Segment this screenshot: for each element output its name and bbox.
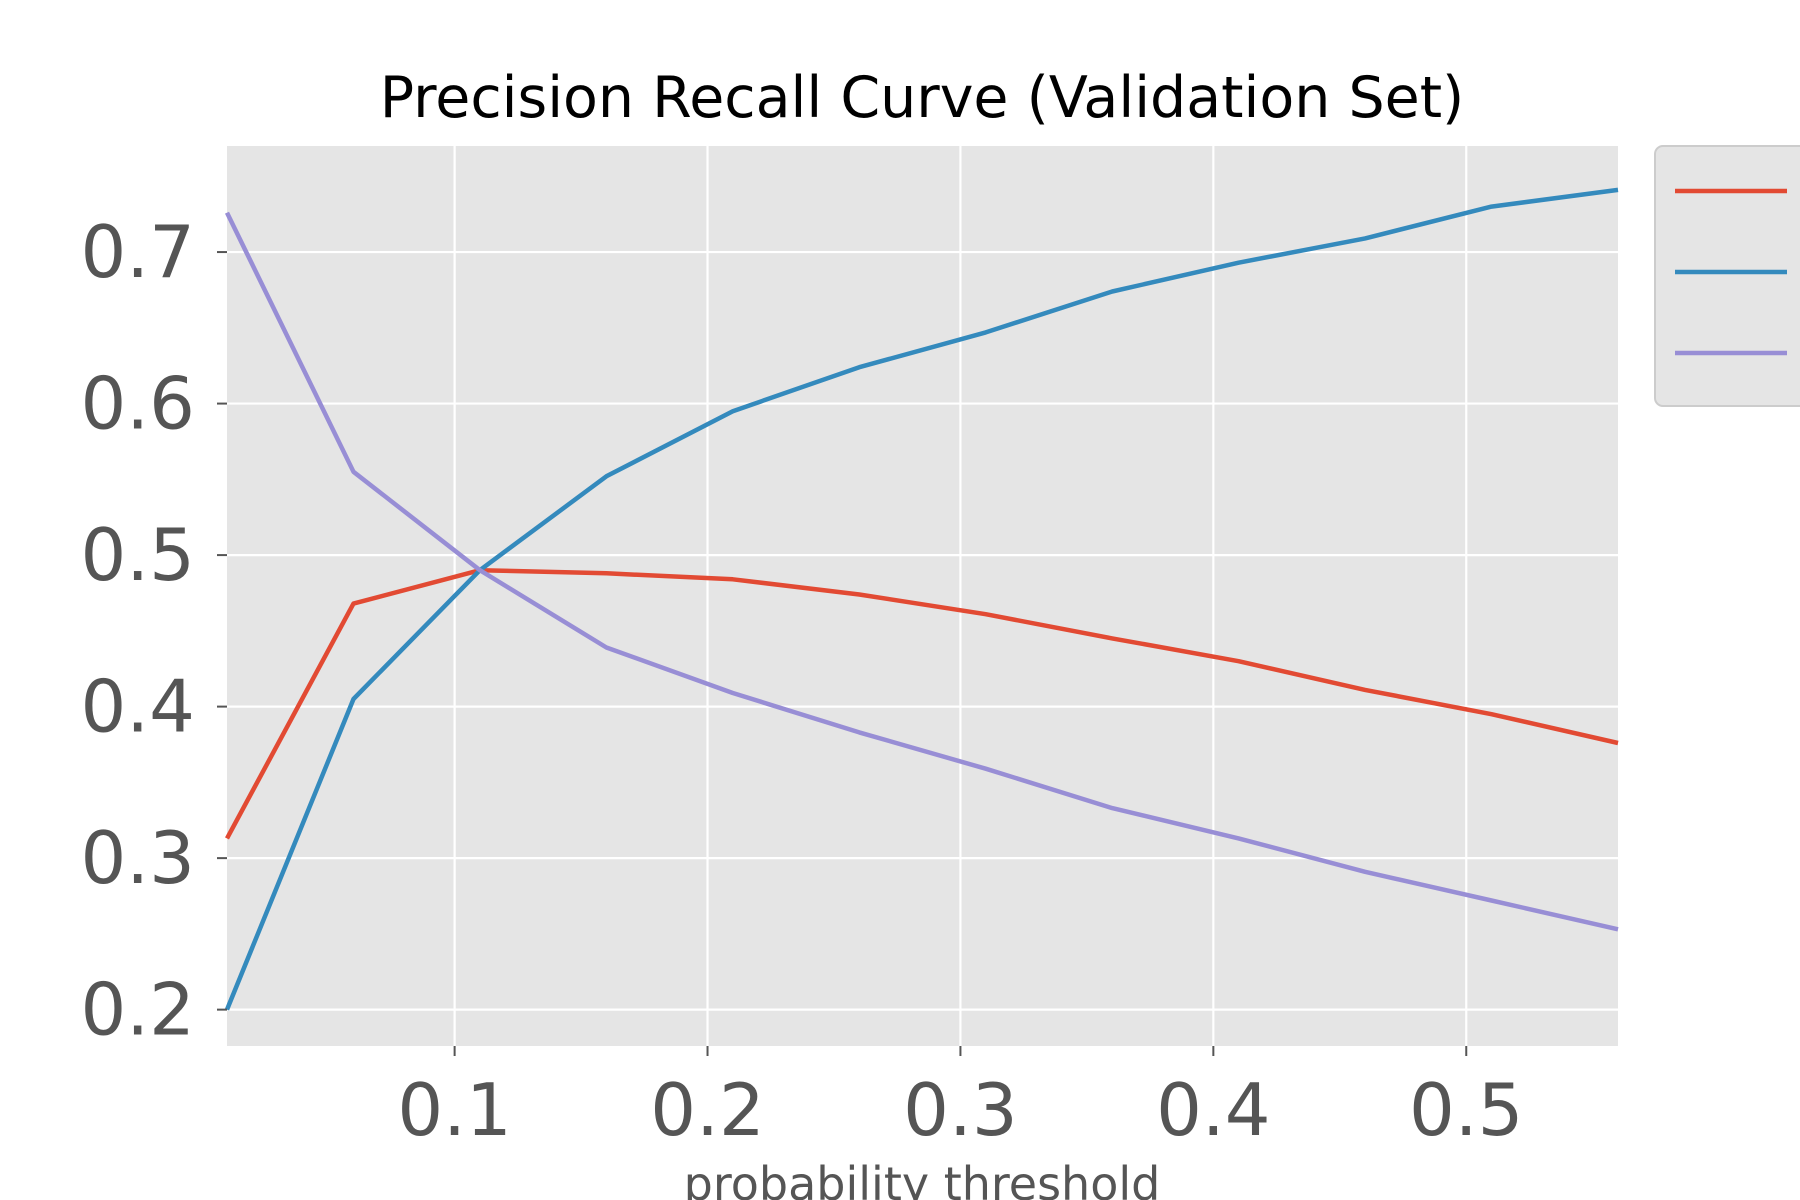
x-tick-label: 0.1 — [397, 1068, 512, 1152]
x-tick-label: 0.5 — [1409, 1068, 1524, 1152]
legend-box — [1654, 145, 1800, 407]
y-axis: 0.2 0.3 0.4 0.5 0.6 0.7 — [80, 210, 227, 1052]
y-tick-label: 0.7 — [80, 210, 195, 294]
series-line-2 — [224, 187, 1619, 1011]
y-tick-label: 0.5 — [80, 513, 195, 597]
y-gridlines — [227, 250, 1618, 1011]
y-tick-label: 0.4 — [80, 665, 195, 749]
y-tick-label: 0.6 — [80, 362, 195, 446]
x-tick-label: 0.2 — [650, 1068, 765, 1152]
series-lines — [224, 187, 1619, 1011]
y-tick-label: 0.3 — [80, 816, 195, 900]
chart-title: Precision Recall Curve (Validation Set) — [380, 65, 1465, 131]
series-line-3 — [224, 211, 1619, 932]
x-axis-label: probability threshold — [684, 1157, 1161, 1200]
y-tick-label: 0.2 — [80, 968, 195, 1052]
plot-area — [227, 146, 1618, 1046]
x-tick-label: 0.3 — [903, 1068, 1018, 1152]
series-line-1 — [225, 567, 1619, 840]
legend — [1675, 188, 1787, 356]
x-gridlines — [453, 146, 1468, 1046]
x-tick-label: 0.4 — [1156, 1068, 1271, 1152]
x-axis: 0.1 0.2 0.3 0.4 0.5 — [397, 1046, 1524, 1152]
